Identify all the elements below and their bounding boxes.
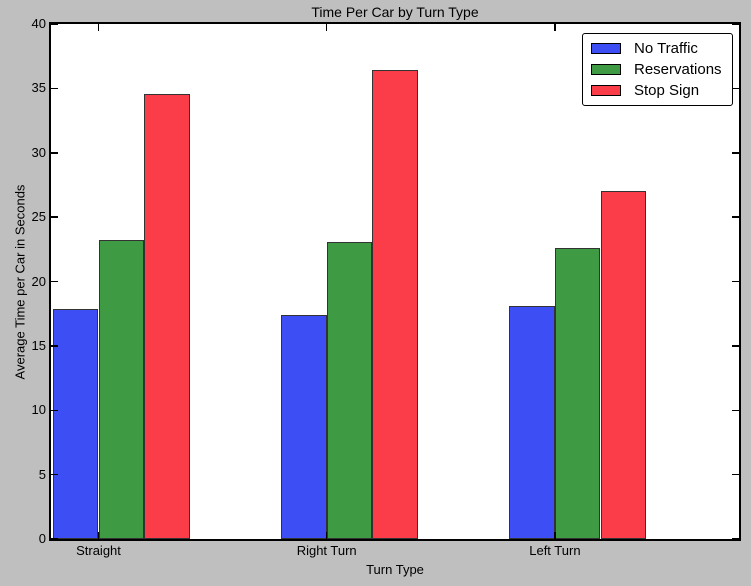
y-tick-mark [51,23,58,25]
y-tick-mark [732,152,739,154]
y-tick-mark [732,87,739,90]
x-axis-label: Turn Type [366,562,424,577]
y-tick-mark [51,152,58,154]
bar-straight-no-traffic [52,308,99,539]
y-tick-mark [732,473,739,476]
x-tick-mark [554,532,556,539]
bar-right-turn-no-traffic [281,314,327,539]
bar-right-turn-reservations [326,241,373,539]
x-tick-mark [554,24,556,31]
legend-swatch-stop-sign [591,85,621,96]
y-tick-label: 15 [31,337,46,353]
x-tick-mark [325,24,328,31]
legend-item-stop-sign: Stop Sign [591,82,726,100]
legend-item-no-traffic: No Traffic [591,40,726,58]
y-tick-label: 30 [31,144,46,160]
y-tick-mark [732,538,739,540]
bar-left-turn-reservations [554,248,601,539]
x-tick-label-right-turn: Right Turn [296,543,357,558]
y-tick-mark [51,473,58,476]
y-tick-mark [732,280,739,283]
y-tick-mark [51,87,58,90]
chart-title: Time Per Car by Turn Type [311,4,479,20]
y-tick-mark [732,216,739,218]
legend-swatch-no-traffic [591,43,621,54]
y-tick-label: 10 [31,402,46,418]
y-tick-label: 25 [31,209,46,225]
bar-straight-reservations [98,240,145,539]
x-tick-label-left-turn: Left Turn [529,543,581,558]
legend-label: Stop Sign [634,81,700,99]
y-tick-label: 40 [31,16,46,31]
y-tick-label: 20 [31,273,46,289]
bar-straight-stop-sign [144,93,190,539]
y-tick-label: 5 [38,466,46,482]
bar-left-turn-stop-sign [600,191,647,539]
y-tick-mark [51,216,58,218]
legend: No Traffic Reservations Stop Sign [582,33,733,106]
y-tick-mark [51,538,58,540]
legend-swatch-reservations [591,64,621,75]
y-tick-mark [51,280,58,283]
legend-item-reservations: Reservations [591,61,726,79]
y-tick-mark [732,345,739,347]
bar-left-turn-no-traffic [509,305,555,539]
legend-label: No Traffic [634,39,698,57]
legend-label: Reservations [634,60,722,78]
y-tick-mark [51,409,58,411]
y-tick-label: 0 [38,531,46,546]
y-tick-mark [51,345,58,347]
plot-area [49,22,741,541]
x-tick-mark [325,532,328,539]
y-tick-mark [732,409,739,411]
y-tick-label: 35 [31,80,46,96]
bar-right-turn-stop-sign [372,70,418,539]
x-tick-mark [97,24,100,31]
x-tick-mark [97,532,100,539]
x-tick-label-straight: Straight [76,543,121,558]
y-tick-mark [732,23,739,25]
